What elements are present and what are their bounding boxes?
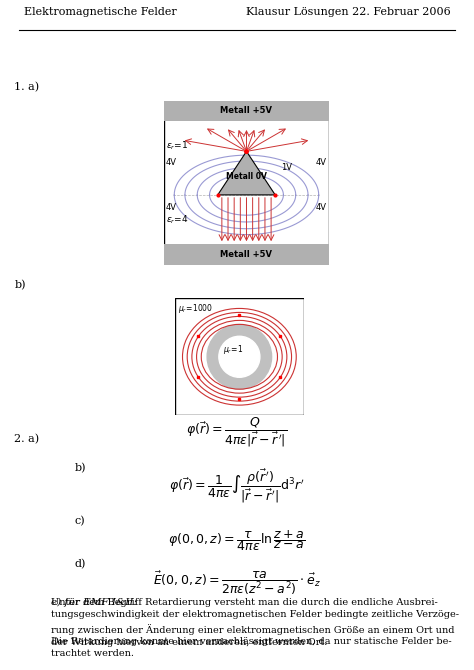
Text: $\mu_r\!=\!1$: $\mu_r\!=\!1$ xyxy=(223,343,243,356)
Text: Elektromagnetische Felder: Elektromagnetische Felder xyxy=(24,7,176,17)
Text: 2. a): 2. a) xyxy=(14,433,39,444)
Text: 1. a): 1. a) xyxy=(14,82,39,92)
Text: Die Retardierung konnte hier vernachlässigt werden, da nur statische Felder be-
: Die Retardierung konnte hier vernachläss… xyxy=(51,636,452,658)
Polygon shape xyxy=(218,151,275,195)
Text: 4V: 4V xyxy=(166,203,177,212)
Text: Metall +5V: Metall +5V xyxy=(220,250,273,259)
Text: 4V: 4V xyxy=(316,157,327,167)
Text: $\varepsilon_r\!=\!4$: $\varepsilon_r\!=\!4$ xyxy=(166,213,189,226)
Text: $\varphi(\vec{r}) = \dfrac{Q}{4\pi\varepsilon|\vec{r} - \vec{r}^{\,\prime}|}$: $\varphi(\vec{r}) = \dfrac{Q}{4\pi\varep… xyxy=(186,415,288,449)
Bar xyxy=(164,100,328,121)
Text: c): c) xyxy=(75,516,85,527)
Text: e) für EMF I&II:: e) für EMF I&II: xyxy=(51,598,137,606)
Text: Metall +5V: Metall +5V xyxy=(220,107,273,115)
Text: $\varepsilon_r\!=\!1$: $\varepsilon_r\!=\!1$ xyxy=(166,139,189,152)
Text: 4V: 4V xyxy=(316,203,327,212)
Text: $\vec{E}(0,0,z) = \dfrac{\tau a}{2\pi\varepsilon(z^2 - a^2)} \cdot \vec{e}_z$: $\vec{E}(0,0,z) = \dfrac{\tau a}{2\pi\va… xyxy=(153,570,321,597)
Text: d): d) xyxy=(75,559,86,570)
Text: 1V: 1V xyxy=(281,163,292,172)
Text: b): b) xyxy=(14,279,26,290)
Text: $\varphi(0,0,z) = \dfrac{\tau}{4\pi\varepsilon} \ln \dfrac{z+a}{z-a}$: $\varphi(0,0,z) = \dfrac{\tau}{4\pi\vare… xyxy=(168,528,306,553)
Text: $\varphi(\vec{r}) = \dfrac{1}{4\pi\varepsilon} \int \dfrac{\rho(\vec{r}^{\,\prim: $\varphi(\vec{r}) = \dfrac{1}{4\pi\varep… xyxy=(169,468,305,505)
Text: b): b) xyxy=(75,462,86,473)
Circle shape xyxy=(207,324,272,389)
Text: Klausur Lösungen 22. Februar 2006: Klausur Lösungen 22. Februar 2006 xyxy=(246,7,450,17)
Circle shape xyxy=(219,336,260,377)
Text: Metall 0V: Metall 0V xyxy=(226,172,267,182)
Text: 4V: 4V xyxy=(166,157,177,167)
Text: $\mu_r\!=\!1000$: $\mu_r\!=\!1000$ xyxy=(178,302,213,315)
Text: Unter dem Begriff Retardierung versteht man die durch die endliche Ausbrei-
tung: Unter dem Begriff Retardierung versteht … xyxy=(51,598,459,647)
Bar xyxy=(164,244,328,265)
